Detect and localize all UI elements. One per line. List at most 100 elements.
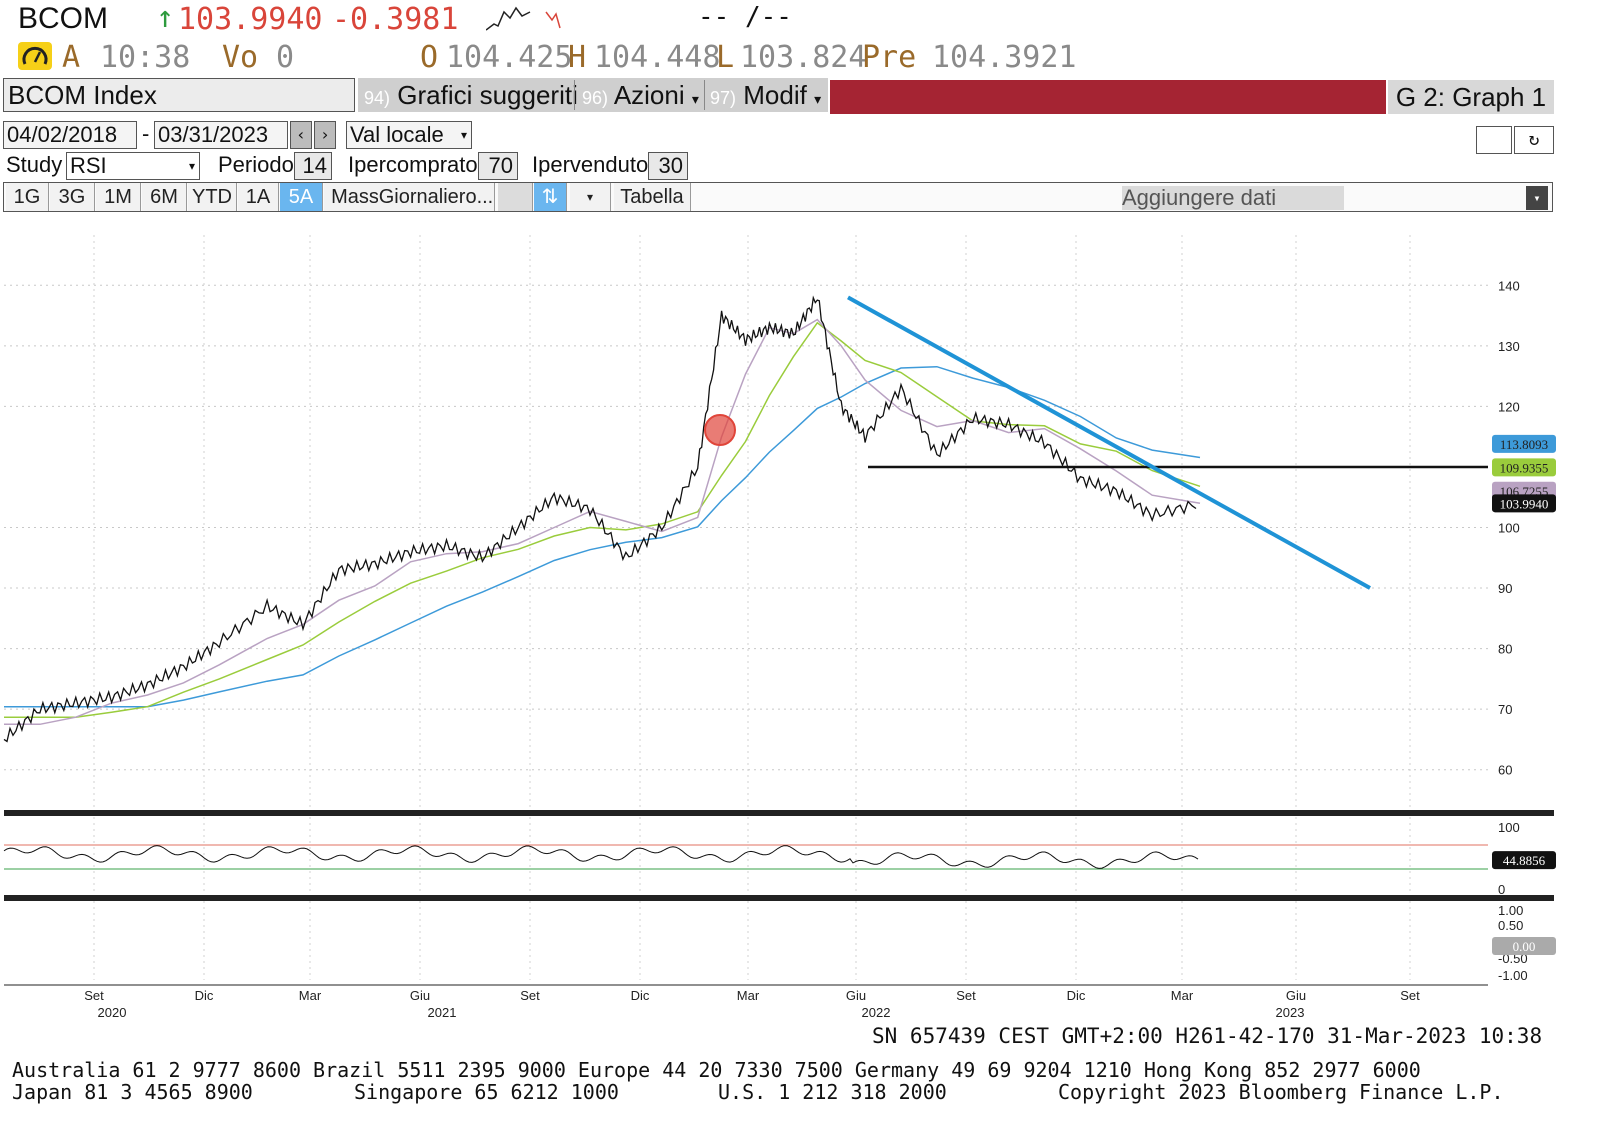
x-tick-label: Set bbox=[1400, 988, 1420, 1003]
time-field: -- /-- bbox=[698, 2, 792, 32]
security-field[interactable]: BCOM Index bbox=[3, 78, 355, 112]
oversold-label: Ipervenduto bbox=[532, 152, 649, 177]
study-select[interactable]: RSI ▾ bbox=[66, 152, 200, 180]
next-arrow-icon[interactable]: › bbox=[314, 121, 336, 149]
undo-icon[interactable] bbox=[1476, 126, 1512, 154]
contact-japan: Japan 81 3 4565 8900 bbox=[12, 1080, 253, 1104]
period-field[interactable]: 14 bbox=[294, 152, 332, 180]
frequency-select[interactable]: Giornaliero... bbox=[378, 183, 495, 211]
study-value: RSI bbox=[70, 153, 107, 178]
y-tick-label: 100 bbox=[1498, 820, 1520, 835]
divider bbox=[574, 80, 575, 110]
overbought-label: Ipercomprato bbox=[348, 152, 478, 177]
price-line bbox=[3, 295, 1197, 743]
ticker: BCOM bbox=[18, 2, 108, 35]
range-button-1g[interactable]: 1G bbox=[6, 183, 49, 211]
overbought-field[interactable]: 70 bbox=[478, 152, 518, 180]
x-tick-label: Set bbox=[520, 988, 540, 1003]
y-tick-label: 1.00 bbox=[1498, 903, 1523, 918]
y-tick-label: 90 bbox=[1498, 581, 1512, 596]
dropdown-arrow-icon: ▾ bbox=[188, 159, 195, 173]
panel-separator bbox=[4, 810, 1554, 816]
period-label: Periodo bbox=[218, 152, 294, 177]
bar-style-icon[interactable]: ⇅ bbox=[534, 183, 567, 211]
menu-label: Grafici suggeriti bbox=[397, 80, 578, 110]
chart-type-icon[interactable] bbox=[498, 183, 533, 211]
menu-azioni[interactable]: 96) Azioni ▾ bbox=[582, 78, 699, 116]
range-button-mass[interactable]: Mass bbox=[324, 183, 387, 211]
start-date-field[interactable]: 04/02/2018 bbox=[3, 121, 137, 149]
range-button-6m[interactable]: 6M bbox=[142, 183, 187, 211]
value-tag-label: 109.9355 bbox=[1500, 460, 1549, 475]
x-tick-label: Set bbox=[956, 988, 976, 1003]
range-button-3g[interactable]: 3G bbox=[50, 183, 95, 211]
y-tick-label: 80 bbox=[1498, 642, 1512, 657]
x-year-label: 2022 bbox=[862, 1005, 891, 1020]
rsi-line bbox=[3, 845, 1199, 869]
pre-value: 104.3921 bbox=[932, 40, 1077, 75]
date-separator: - bbox=[142, 121, 150, 146]
currency-select[interactable]: Val locale ▾ bbox=[346, 121, 472, 149]
contact-line-1: Australia 61 2 9777 8600 Brazil 5511 239… bbox=[12, 1058, 1421, 1082]
panel-separator bbox=[4, 895, 1554, 901]
divider bbox=[704, 80, 705, 110]
range-button-1a[interactable]: 1A bbox=[238, 183, 279, 211]
y-tick-label: 100 bbox=[1498, 521, 1520, 536]
value-tag-label: 44.8856 bbox=[1503, 853, 1546, 868]
add-data-field[interactable]: Aggiungere dati bbox=[1122, 186, 1344, 210]
menu-number: 96) bbox=[582, 88, 609, 108]
end-date-field[interactable]: 03/31/2023 bbox=[154, 121, 288, 149]
value-tag bbox=[1492, 851, 1556, 870]
oversold-field[interactable]: 30 bbox=[648, 152, 688, 180]
last-price: 103.9940 bbox=[178, 2, 323, 37]
y-tick-label: 70 bbox=[1498, 702, 1512, 717]
x-year-label: 2020 bbox=[98, 1005, 127, 1020]
menu-number: 94) bbox=[364, 88, 391, 108]
price-change: -0.3981 bbox=[332, 2, 459, 37]
menu-grafici[interactable]: 94) Grafici suggeriti bbox=[364, 78, 578, 115]
value-tag-label: 103.9940 bbox=[1500, 496, 1549, 511]
value-tag bbox=[1492, 458, 1556, 477]
last-time: 10:38 bbox=[100, 40, 191, 75]
x-tick-label: Giu bbox=[1286, 988, 1306, 1003]
x-tick-label: Mar bbox=[737, 988, 760, 1003]
menu-bar: 94) Grafici suggeriti 96) Azioni ▾ 97) M… bbox=[358, 78, 828, 112]
small-chart-icon bbox=[545, 11, 561, 29]
value-tag-label: 113.8093 bbox=[1500, 437, 1548, 452]
prev-arrow-icon[interactable]: ‹ bbox=[290, 121, 312, 149]
open-value: 104.425 bbox=[446, 40, 573, 75]
sparkline-icon bbox=[486, 6, 531, 31]
chart-area[interactable]: 14013012010090807060113.8093109.9355106.… bbox=[0, 215, 1600, 1035]
y-tick-label: -1.00 bbox=[1498, 968, 1528, 983]
up-arrow-icon: ↑ bbox=[156, 0, 175, 35]
x-year-label: 2021 bbox=[428, 1005, 457, 1020]
range-button-ytd[interactable]: YTD bbox=[188, 183, 237, 211]
value-tag bbox=[1492, 494, 1556, 513]
y-tick-label: 130 bbox=[1498, 339, 1520, 354]
session-info: SN 657439 CEST GMT+2:00 H261-42-170 31-M… bbox=[872, 1024, 1543, 1048]
speedometer-icon[interactable] bbox=[18, 42, 52, 70]
x-tick-label: Dic bbox=[631, 988, 650, 1003]
redo-icon[interactable]: ↻ bbox=[1514, 126, 1554, 154]
y-tick-label: 0.50 bbox=[1498, 918, 1523, 933]
menu-label: Azioni bbox=[613, 80, 685, 110]
x-tick-label: Dic bbox=[195, 988, 214, 1003]
value-tag bbox=[1492, 434, 1556, 453]
x-tick-label: Giu bbox=[846, 988, 866, 1003]
menu-modif[interactable]: 97) Modif ▾ bbox=[710, 78, 821, 116]
pre-label: Pre bbox=[862, 40, 917, 75]
y-tick-label: 140 bbox=[1498, 278, 1520, 293]
graph-title: G 2: Graph 1 bbox=[1388, 80, 1554, 114]
study-label: Study bbox=[6, 152, 63, 177]
x-tick-label: Giu bbox=[410, 988, 430, 1003]
high-label: H bbox=[568, 40, 587, 75]
menu-label: Modif bbox=[743, 80, 807, 110]
low-value: 103.824 bbox=[740, 40, 867, 75]
range-button-5a[interactable]: 5A bbox=[280, 183, 323, 211]
table-button[interactable]: Tabella bbox=[614, 183, 691, 211]
range-button-1m[interactable]: 1M bbox=[96, 183, 141, 211]
dropdown-arrow-icon[interactable]: ▾ bbox=[570, 183, 611, 211]
dropdown-arrow-icon[interactable]: ▾ bbox=[1526, 186, 1548, 210]
ma-slow-line bbox=[4, 365, 1201, 708]
value-tag bbox=[1492, 937, 1556, 955]
